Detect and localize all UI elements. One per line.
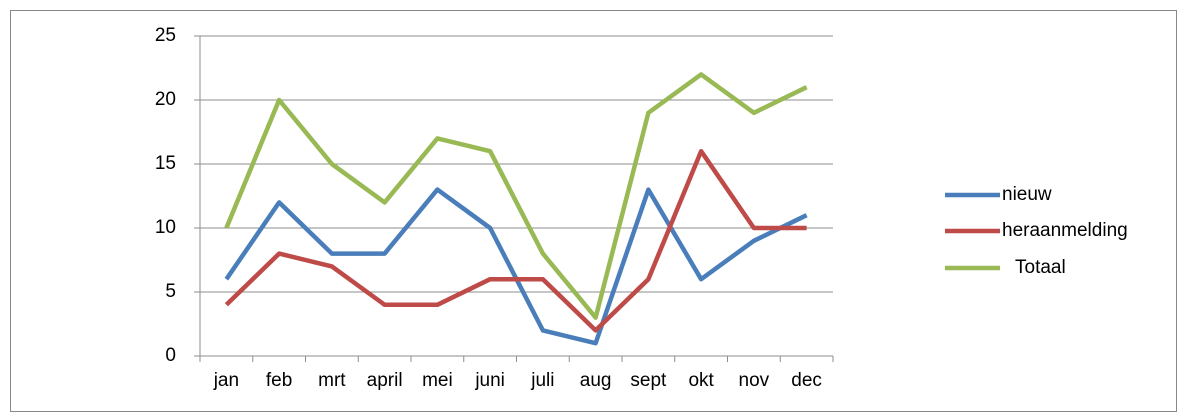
x-tick-label: feb — [266, 370, 292, 391]
x-tick-label: jan — [213, 370, 239, 391]
x-tick-label: mei — [422, 370, 453, 391]
y-tick-label: 15 — [155, 153, 176, 174]
x-tick-label: sept — [630, 370, 667, 391]
x-tick-label: nov — [739, 370, 770, 391]
x-tick-label: okt — [688, 370, 714, 391]
series-line — [224, 72, 808, 320]
x-tick-label: mrt — [318, 370, 346, 391]
x-tick-label: juli — [530, 370, 554, 391]
x-tick-label: juni — [474, 370, 505, 391]
y-tick-label: 25 — [155, 25, 176, 46]
series-line — [224, 148, 807, 333]
x-tick-label: dec — [791, 370, 822, 391]
y-tick-label: 5 — [165, 281, 176, 302]
legend-label: nieuw — [1002, 184, 1052, 205]
y-tick-label: 0 — [165, 345, 176, 366]
x-tick-label: april — [367, 370, 403, 391]
chart-border — [10, 10, 1177, 412]
x-tick-label: aug — [580, 370, 612, 391]
y-tick-label: 20 — [155, 89, 176, 110]
legend-label: Totaal — [1015, 257, 1066, 278]
y-tick-label: 10 — [155, 217, 176, 238]
legend-label: heraanmelding — [1002, 220, 1128, 241]
